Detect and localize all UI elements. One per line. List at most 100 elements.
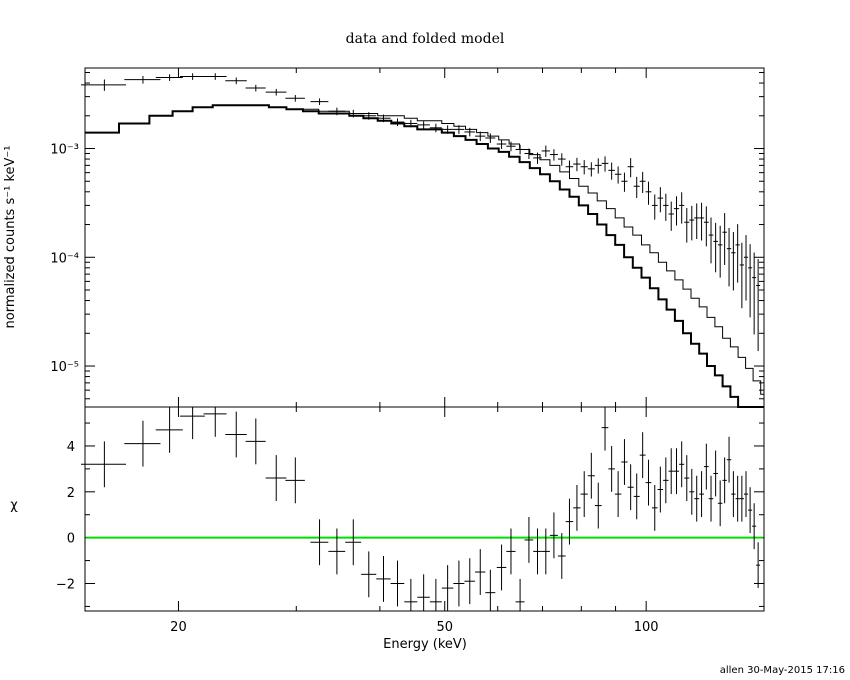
residual-point [580, 471, 588, 518]
data-point [713, 222, 718, 273]
data-point [80, 79, 127, 91]
data-point [485, 133, 496, 143]
residual-point [524, 517, 534, 563]
top-y-axis-label: normalized counts s⁻¹ keV⁻¹ [3, 146, 18, 329]
data-point [496, 139, 507, 149]
residual-point [124, 420, 161, 467]
residual-point [573, 484, 581, 531]
data-point [594, 158, 602, 174]
y-tick-label: 2 [67, 486, 75, 501]
data-point [390, 118, 405, 127]
residual-point [506, 528, 516, 575]
residual-point [645, 459, 652, 506]
data-point [328, 107, 346, 116]
bottom-x-ticks: 20 50 100 [170, 407, 659, 635]
residual-point [621, 439, 628, 485]
data-point [155, 74, 183, 81]
residual-point [557, 533, 566, 579]
residual-point [743, 471, 749, 518]
residual-point [441, 565, 454, 611]
data-point [376, 114, 391, 123]
residual-point [80, 441, 127, 488]
top-x-ticks [177, 68, 647, 407]
data-point [689, 205, 695, 241]
residual-point [694, 475, 700, 522]
data-point [404, 119, 418, 128]
data-point [533, 152, 542, 164]
data-point [179, 73, 205, 80]
residual-point [735, 475, 740, 522]
residual-point [627, 464, 634, 511]
residual-point [639, 432, 646, 479]
residual-point [485, 569, 496, 611]
data-point [506, 141, 516, 152]
model-thin-line [85, 104, 764, 395]
residual-point [376, 555, 391, 602]
residual-point [748, 487, 753, 534]
residual-point [475, 549, 486, 595]
top-panel-frame [84, 67, 765, 408]
residual-point [464, 558, 476, 605]
data-point [580, 160, 588, 175]
residual-point [565, 498, 574, 545]
bottom-y-axis-label: χ [10, 498, 18, 513]
residual-point [708, 475, 714, 522]
residual-point [225, 411, 247, 458]
residual-point [722, 457, 727, 504]
residual-point [713, 450, 718, 497]
data-point [627, 158, 634, 178]
residual-point [345, 519, 362, 566]
data-point [310, 98, 329, 106]
data-points [80, 73, 761, 351]
data-point [441, 125, 454, 134]
bottom-panel-frame [84, 406, 765, 612]
y-tick-label: 4 [67, 440, 75, 455]
data-point [124, 75, 161, 84]
data-point [361, 112, 377, 120]
data-point [645, 181, 652, 205]
data-point [453, 125, 465, 134]
residual-point [717, 480, 723, 527]
residual-point [285, 457, 305, 504]
residual-point [673, 448, 680, 495]
y-tick-label: −2 [56, 577, 75, 592]
bottom-y-ticks: 4 2 0 −2 [56, 422, 764, 607]
residual-point [390, 560, 405, 607]
data-point [663, 193, 669, 221]
data-point [743, 235, 749, 301]
data-point [203, 73, 227, 80]
data-point [565, 160, 574, 174]
residual-point [587, 452, 595, 499]
residual-points [80, 407, 761, 611]
data-point [464, 127, 476, 137]
y-tick-label: 0 [67, 532, 75, 547]
data-point [735, 224, 740, 283]
residual-point [361, 551, 377, 598]
residual-point [245, 418, 266, 465]
data-point [475, 131, 486, 142]
data-point [524, 148, 534, 159]
data-point [285, 95, 305, 102]
data-point [651, 194, 658, 220]
data-point [417, 121, 430, 129]
chart-title: data and folded model [346, 31, 505, 47]
residual-point [679, 441, 685, 488]
residual-point [739, 475, 744, 522]
residual-point [601, 407, 609, 451]
data-point [668, 201, 674, 231]
residual-point [726, 436, 732, 483]
x-tick-label: 50 [436, 620, 453, 635]
residual-point [453, 560, 465, 607]
residual-point [496, 544, 507, 591]
residual-point [429, 578, 442, 611]
residual-point [417, 574, 430, 611]
residual-point [549, 512, 558, 559]
model-thick-line [85, 104, 764, 408]
residual-point [614, 471, 622, 518]
data-point [573, 157, 581, 172]
data-point [673, 196, 680, 226]
residual-point [265, 455, 287, 501]
residual-point [752, 503, 757, 550]
residual-point [684, 455, 690, 501]
